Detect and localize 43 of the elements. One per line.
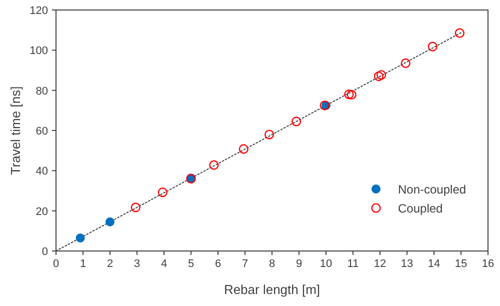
- point: [130, 202, 140, 212]
- x-tick-label: 3: [134, 258, 140, 270]
- legend-label: Non-coupled: [398, 182, 466, 196]
- x-axis-title: Rebar length [m]: [224, 282, 320, 297]
- point: [264, 130, 274, 140]
- x-tick-label: 10: [320, 258, 332, 270]
- point: [374, 71, 384, 82]
- point: [209, 160, 219, 170]
- x-tick-label: 11: [347, 258, 359, 270]
- y-tick-label: 0: [42, 246, 48, 258]
- x-tick-label: 4: [160, 258, 168, 270]
- x-tick-label: 9: [296, 258, 302, 270]
- x-tick-label: 6: [214, 258, 222, 270]
- x-tick-label: 12: [374, 258, 386, 270]
- x-tick-label: 16: [482, 258, 494, 270]
- y-axis-title: Travel time [ns]: [8, 86, 23, 175]
- x-tick-label: 8: [268, 258, 276, 270]
- legend-label: Coupled: [398, 202, 443, 216]
- y-tick-label: 120: [30, 5, 48, 17]
- point: [76, 233, 85, 242]
- x-tick-label: 2: [106, 258, 114, 270]
- point: [428, 42, 438, 52]
- y-tick-label: 80: [36, 85, 48, 98]
- y-tick-label: 100: [30, 45, 48, 58]
- point: [376, 70, 386, 80]
- x-tick-label: 14: [428, 258, 440, 270]
- point: [158, 188, 168, 198]
- x-tick-label: 5: [188, 258, 194, 270]
- point: [344, 90, 354, 100]
- y-tick-label: 20: [36, 206, 48, 218]
- x-tick-label: 0: [52, 258, 60, 270]
- point: [238, 144, 248, 154]
- point: [400, 58, 410, 68]
- point: [346, 90, 356, 100]
- x-tick-label: 7: [242, 258, 248, 270]
- x-tick-label: 15: [454, 258, 468, 270]
- x-tick-label: 1: [80, 258, 86, 270]
- point: [292, 116, 302, 126]
- point: [106, 217, 114, 226]
- point: [454, 28, 464, 38]
- y-tick-label: 40: [36, 166, 48, 178]
- y-tick-label: 60: [36, 126, 48, 138]
- x-tick-label: 13: [400, 258, 414, 270]
